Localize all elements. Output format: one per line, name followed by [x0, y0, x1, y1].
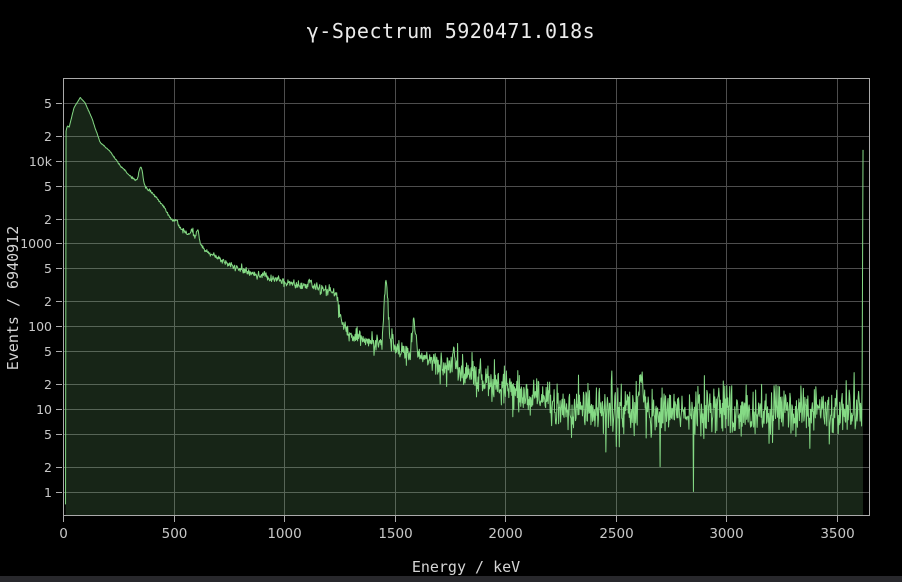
x-axis-label: Energy / keV [411, 558, 521, 576]
svg-text:2: 2 [44, 129, 52, 144]
bottom-edge-bar [0, 576, 902, 582]
svg-text:2: 2 [44, 212, 52, 227]
svg-text:5: 5 [44, 427, 52, 442]
svg-text:500: 500 [162, 526, 188, 542]
svg-text:5: 5 [44, 344, 52, 359]
svg-text:1: 1 [44, 485, 52, 500]
svg-text:1500: 1500 [378, 526, 412, 542]
grid-lines [63, 78, 869, 515]
chart-title: γ-Spectrum 5920471.018s [306, 19, 596, 43]
plot-frame [63, 78, 870, 516]
y-axis-label: Events / 6940912 [4, 225, 22, 371]
svg-text:10: 10 [36, 402, 52, 417]
svg-text:10k: 10k [29, 154, 53, 169]
svg-text:100: 100 [28, 319, 52, 334]
svg-text:3000: 3000 [709, 526, 743, 542]
svg-text:3500: 3500 [820, 526, 854, 542]
svg-text:2000: 2000 [488, 526, 522, 542]
svg-text:2: 2 [44, 460, 52, 475]
svg-text:5: 5 [44, 179, 52, 194]
svg-text:1000: 1000 [20, 236, 52, 251]
x-axis-ticks: 0 500 1000 1500 2000 2500 3000 3500 [59, 516, 855, 542]
svg-text:5: 5 [44, 261, 52, 276]
spectrum-fill [65, 97, 864, 516]
svg-text:5: 5 [44, 96, 52, 111]
svg-text:0: 0 [59, 526, 68, 542]
y-axis-ticks: 1 2 5 10 2 5 100 2 5 1000 2 5 10k 2 5 [20, 96, 62, 500]
svg-text:2: 2 [44, 294, 52, 309]
svg-text:2500: 2500 [599, 526, 633, 542]
svg-text:1000: 1000 [267, 526, 301, 542]
spectrum-line [65, 97, 864, 505]
svg-text:2: 2 [44, 377, 52, 392]
